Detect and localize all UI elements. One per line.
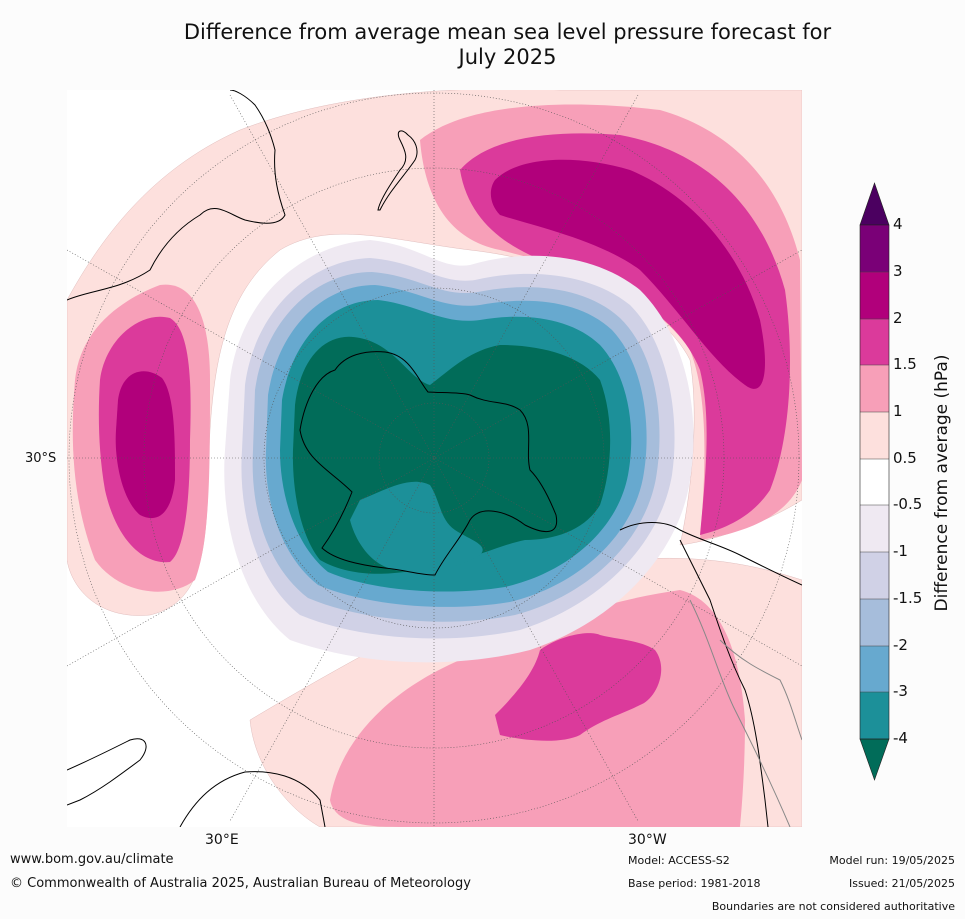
colorbar-tick: 2: [893, 309, 903, 327]
colorbar-tick: -1: [893, 542, 908, 560]
colorbar-extend-min: [859, 738, 890, 781]
new-zealand-coast: [377, 130, 418, 211]
australia-coast: [67, 90, 286, 301]
footer-copyright: © Commonwealth of Australia 2025, Austra…: [10, 876, 471, 891]
colorbar-tick: -3: [893, 682, 908, 700]
anomaly-region-neg-3-1: [350, 481, 483, 572]
colorbar-tick: 1.5: [893, 355, 917, 373]
footer-boundaries-note: Boundaries are not considered authoritat…: [711, 900, 955, 913]
colorbar-tick: 1: [893, 402, 903, 420]
graticule: [67, 90, 802, 827]
footer-base-period: Base period: 1981-2018: [628, 877, 761, 890]
colorbar-bin-1.5-2: [860, 319, 889, 365]
coastlines: [67, 90, 802, 827]
footer-issued: Issued: 21/05/2025: [848, 877, 955, 890]
anomaly-region-pos-north-2: [490, 159, 765, 389]
antarctica-coast: [299, 351, 558, 576]
anomaly-region-pos-south-15: [495, 633, 662, 741]
chart-title: Difference from average mean sea level p…: [80, 20, 935, 70]
colorbar-bin-m1-m1.5: [860, 552, 889, 599]
colorbar-bin-neutral: [860, 459, 889, 505]
colorbar-tick: -0.5: [893, 495, 923, 513]
colorbar-bin-3-4: [860, 225, 889, 272]
colorbar-tick: -2: [893, 636, 908, 654]
footer-url[interactable]: www.bom.gov.au/climate: [10, 852, 174, 867]
colorbar-tick: -4: [893, 729, 908, 747]
south-america-coast: [619, 522, 802, 586]
title-line-1: Difference from average mean sea level p…: [183, 20, 832, 44]
antarctic-islands-coast: [179, 771, 326, 827]
colorbar-bin-m1.5-m2: [860, 599, 889, 646]
footer-model-run: Model run: 19/05/2025: [829, 854, 955, 867]
colorbar-tick: 3: [893, 262, 903, 280]
colorbar-bin-2-3: [860, 272, 889, 319]
colorbar-bin-0.5-1: [860, 412, 889, 459]
colorbar-tick: 4: [893, 215, 903, 233]
colorbar-title: Difference from average (hPa): [932, 354, 952, 612]
colorbar-bin-m2-m3: [860, 646, 889, 692]
lon-label-30e: 30°E: [205, 832, 239, 848]
lat-label-30s: 30°S: [25, 451, 57, 466]
colorbar-extend-max: [859, 182, 890, 226]
colorbar-bin-m0.5-m1: [860, 505, 889, 552]
anomaly-region-pos-west-2: [115, 371, 175, 519]
map-field: [67, 90, 802, 827]
south-america-coast-1: [679, 539, 769, 827]
country-borders: [689, 599, 802, 827]
colorbar: [859, 182, 890, 781]
footer-model: Model: ACCESS-S2: [628, 854, 730, 867]
colorbar-bin-m3-m4: [860, 692, 889, 739]
lon-label-30w: 30°W: [628, 832, 667, 848]
title-line-2: July 2025: [458, 45, 557, 69]
colorbar-tick: -1.5: [893, 589, 923, 607]
africa-coast: [67, 738, 147, 806]
colorbar-tick: 0.5: [893, 449, 917, 467]
colorbar-bin-1-1.5: [860, 365, 889, 412]
